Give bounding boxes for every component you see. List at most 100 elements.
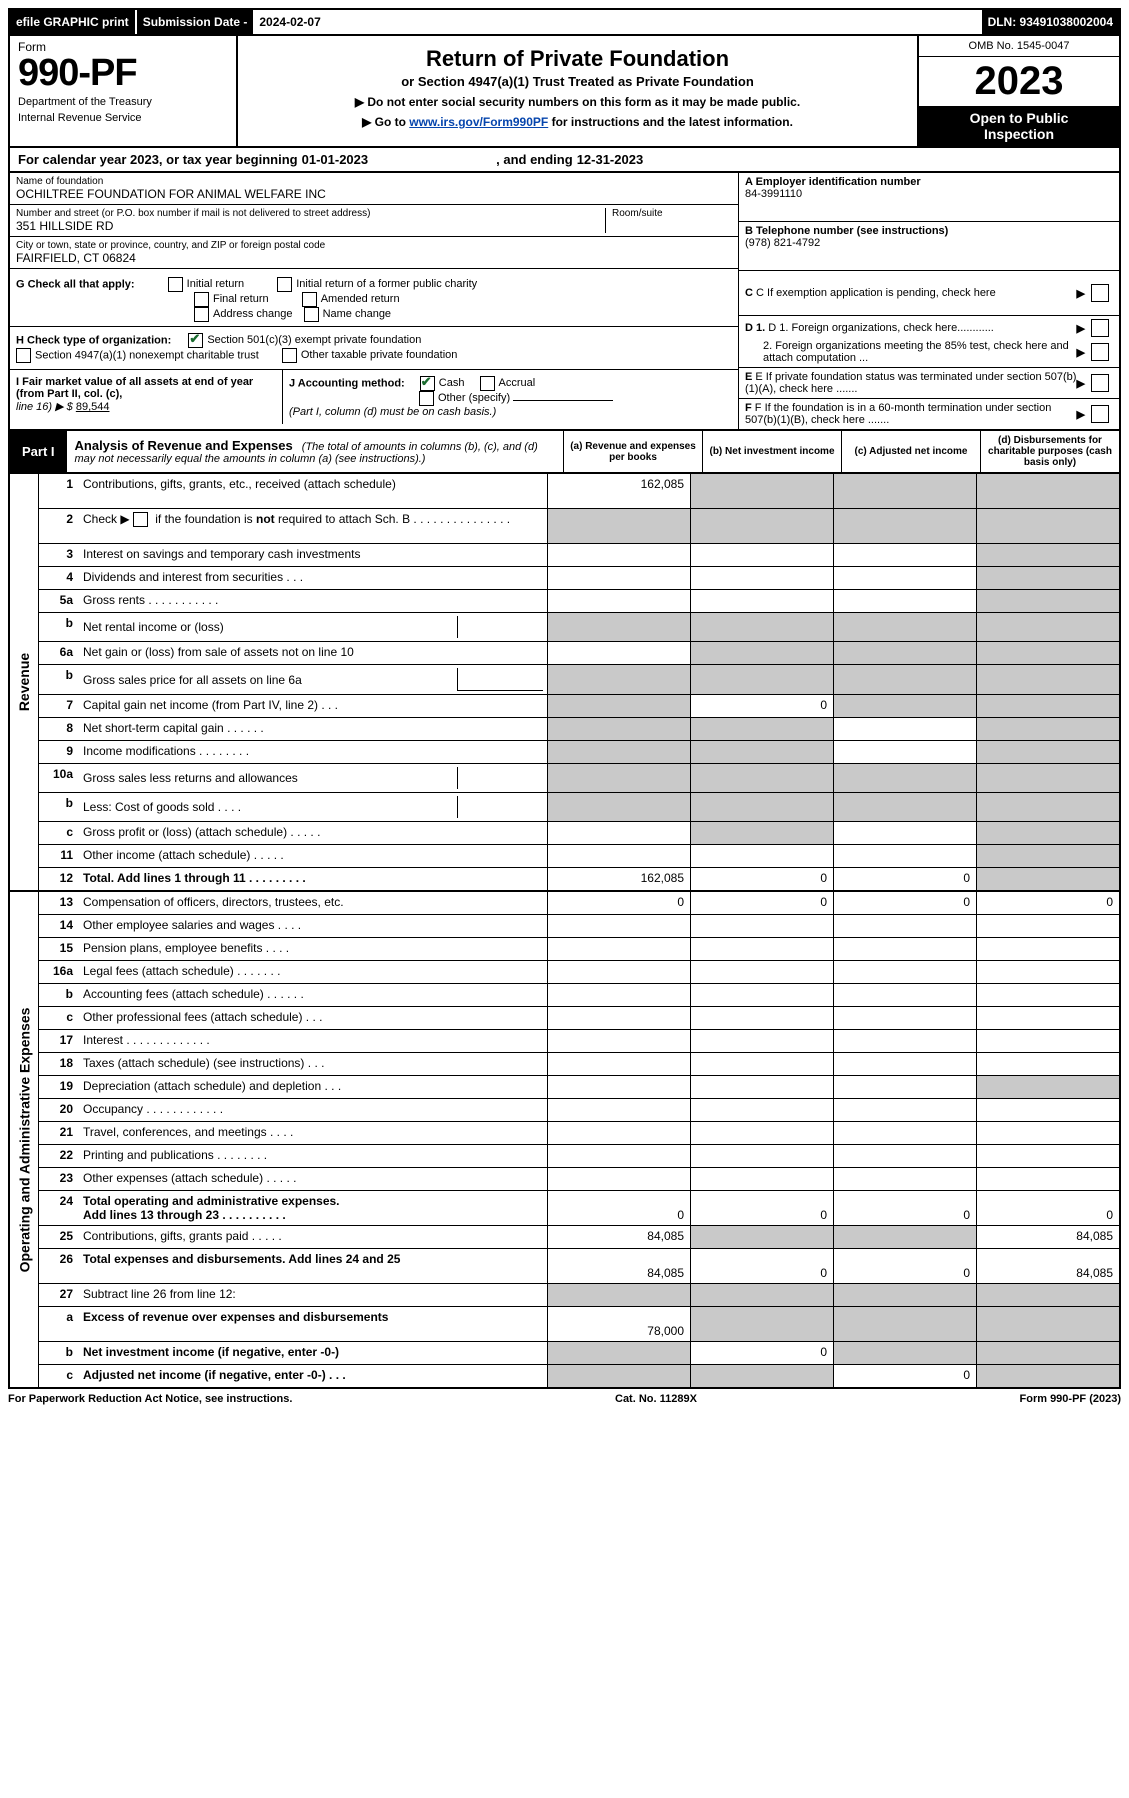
arrow-icon: ▶ <box>1077 287 1085 300</box>
checkbox-amended[interactable] <box>302 292 317 307</box>
cat-no: Cat. No. 11289X <box>615 1393 697 1405</box>
row-12: 12Total. Add lines 1 through 11 . . . . … <box>39 867 1119 890</box>
year-end: 12-31-2023 <box>577 152 644 167</box>
row-20: 20Occupancy . . . . . . . . . . . . <box>39 1098 1119 1121</box>
checkbox-d1[interactable] <box>1091 319 1109 337</box>
foundation-name-cell: Name of foundation OCHILTREE FOUNDATION … <box>10 173 738 204</box>
header-mid: Return of Private Foundation or Section … <box>238 36 919 146</box>
page-footer: For Paperwork Reduction Act Notice, see … <box>8 1389 1121 1405</box>
fmv-value: 89,544 <box>76 401 110 413</box>
d-cell: D 1. D 1. Foreign organizations, check h… <box>739 315 1119 367</box>
row-6a: 6aNet gain or (loss) from sale of assets… <box>39 641 1119 664</box>
calendar-year-row: For calendar year 2023, or tax year begi… <box>8 148 1121 173</box>
r12-col-c: 0 <box>833 868 976 890</box>
checkbox-e[interactable] <box>1091 374 1109 392</box>
c-cell: C C If exemption application is pending,… <box>739 270 1119 315</box>
open-to-public: Open to Public Inspection <box>919 106 1119 146</box>
r7-col-b: 0 <box>690 695 833 717</box>
row-13: 13Compensation of officers, directors, t… <box>39 892 1119 914</box>
irs-link[interactable]: www.irs.gov/Form990PF <box>409 115 548 129</box>
col-d-head: (d) Disbursements for charitable purpose… <box>980 431 1119 472</box>
form-number: 990-PF <box>18 54 228 92</box>
row-27: 27Subtract line 26 from line 12: <box>39 1283 1119 1306</box>
row-6b: bGross sales price for all assets on lin… <box>39 664 1119 694</box>
checkbox-name-change[interactable] <box>304 307 319 322</box>
checkbox-sch-b[interactable] <box>133 512 148 527</box>
omb-number: OMB No. 1545-0047 <box>919 36 1119 57</box>
dln-value: DLN: 93491038002004 <box>982 10 1119 34</box>
opex-table: Operating and Administrative Expenses 13… <box>8 892 1121 1389</box>
row-14: 14Other employee salaries and wages . . … <box>39 914 1119 937</box>
foundation-name: OCHILTREE FOUNDATION FOR ANIMAL WELFARE … <box>16 187 732 201</box>
checkbox-address-change[interactable] <box>194 307 209 322</box>
col-c-head: (c) Adjusted net income <box>841 431 980 472</box>
checkbox-other-taxable[interactable] <box>282 348 297 363</box>
info-right: A Employer identification number 84-3991… <box>738 173 1119 429</box>
form-note-2: ▶ Go to www.irs.gov/Form990PF for instru… <box>246 115 909 129</box>
row-11: 11Other income (attach schedule) . . . .… <box>39 844 1119 867</box>
revenue-table: Revenue 1Contributions, gifts, grants, e… <box>8 474 1121 892</box>
phone-cell: B Telephone number (see instructions) (9… <box>739 221 1119 270</box>
phone-value: (978) 821-4792 <box>745 237 820 249</box>
e-cell: E E If private foundation status was ter… <box>739 367 1119 398</box>
row-23: 23Other expenses (attach schedule) . . .… <box>39 1167 1119 1190</box>
g-row: G Check all that apply: Initial return I… <box>10 268 738 326</box>
checkbox-c[interactable] <box>1091 284 1109 302</box>
checkbox-f[interactable] <box>1091 405 1109 423</box>
part1-desc: Analysis of Revenue and Expenses (The to… <box>67 431 563 472</box>
row-9: 9Income modifications . . . . . . . . <box>39 740 1119 763</box>
row-17: 17Interest . . . . . . . . . . . . . <box>39 1029 1119 1052</box>
col-a-head: (a) Revenue and expenses per books <box>563 431 702 472</box>
checkbox-initial-return[interactable] <box>168 277 183 292</box>
checkbox-accrual[interactable] <box>480 376 495 391</box>
ij-row: I Fair market value of all assets at end… <box>10 369 738 424</box>
part1-header: Part I Analysis of Revenue and Expenses … <box>8 431 1121 474</box>
paperwork-notice: For Paperwork Reduction Act Notice, see … <box>8 1393 292 1405</box>
checkbox-other-method[interactable] <box>419 391 434 406</box>
h-row: H Check type of organization: Section 50… <box>10 326 738 369</box>
row-2: 2Check ▶ if the foundation is not requir… <box>39 508 1119 543</box>
checkbox-4947a1[interactable] <box>16 348 31 363</box>
city-cell: City or town, state or province, country… <box>10 236 738 268</box>
info-grid: Name of foundation OCHILTREE FOUNDATION … <box>8 173 1121 431</box>
top-bar: efile GRAPHIC print Submission Date - 20… <box>8 8 1121 36</box>
part1-label: Part I <box>10 431 67 472</box>
row-10a: 10aGross sales less returns and allowanc… <box>39 763 1119 792</box>
tax-year: 2023 <box>919 57 1119 106</box>
col-b-head: (b) Net investment income <box>702 431 841 472</box>
submission-date-value: 2024-02-07 <box>253 10 326 34</box>
checkbox-d2[interactable] <box>1091 343 1109 361</box>
dept-treasury: Department of the Treasury <box>18 96 228 108</box>
row-22: 22Printing and publications . . . . . . … <box>39 1144 1119 1167</box>
address-row: Number and street (or P.O. box number if… <box>10 204 738 236</box>
row-18: 18Taxes (attach schedule) (see instructi… <box>39 1052 1119 1075</box>
checkbox-501c3[interactable] <box>188 333 203 348</box>
header-left: Form 990-PF Department of the Treasury I… <box>10 36 238 146</box>
form-title: Return of Private Foundation <box>246 46 909 72</box>
row-15: 15Pension plans, employee benefits . . .… <box>39 937 1119 960</box>
header-right: OMB No. 1545-0047 2023 Open to Public In… <box>919 36 1119 146</box>
checkbox-initial-former[interactable] <box>277 277 292 292</box>
row-1: 1Contributions, gifts, grants, etc., rec… <box>39 474 1119 508</box>
checkbox-cash[interactable] <box>420 376 435 391</box>
row-10c: cGross profit or (loss) (attach schedule… <box>39 821 1119 844</box>
r1-col-a: 162,085 <box>547 474 690 508</box>
row-27b: bNet investment income (if negative, ent… <box>39 1341 1119 1364</box>
row-26: 26Total expenses and disbursements. Add … <box>39 1248 1119 1283</box>
row-24: 24Total operating and administrative exp… <box>39 1190 1119 1225</box>
submission-date-label: Submission Date - <box>135 10 254 34</box>
opex-rows: 13Compensation of officers, directors, t… <box>39 892 1119 1387</box>
revenue-side-label: Revenue <box>10 474 39 890</box>
row-5b: bNet rental income or (loss) <box>39 612 1119 641</box>
row-3: 3Interest on savings and temporary cash … <box>39 543 1119 566</box>
topbar-spacer <box>327 10 982 34</box>
row-7: 7Capital gain net income (from Part IV, … <box>39 694 1119 717</box>
opex-side-label: Operating and Administrative Expenses <box>10 892 39 1387</box>
row-8: 8Net short-term capital gain . . . . . . <box>39 717 1119 740</box>
efile-label[interactable]: efile GRAPHIC print <box>10 10 135 34</box>
revenue-rows: 1Contributions, gifts, grants, etc., rec… <box>39 474 1119 890</box>
row-25: 25Contributions, gifts, grants paid . . … <box>39 1225 1119 1248</box>
checkbox-final-return[interactable] <box>194 292 209 307</box>
r12-col-b: 0 <box>690 868 833 890</box>
form-ref: Form 990-PF (2023) <box>1020 1393 1122 1405</box>
